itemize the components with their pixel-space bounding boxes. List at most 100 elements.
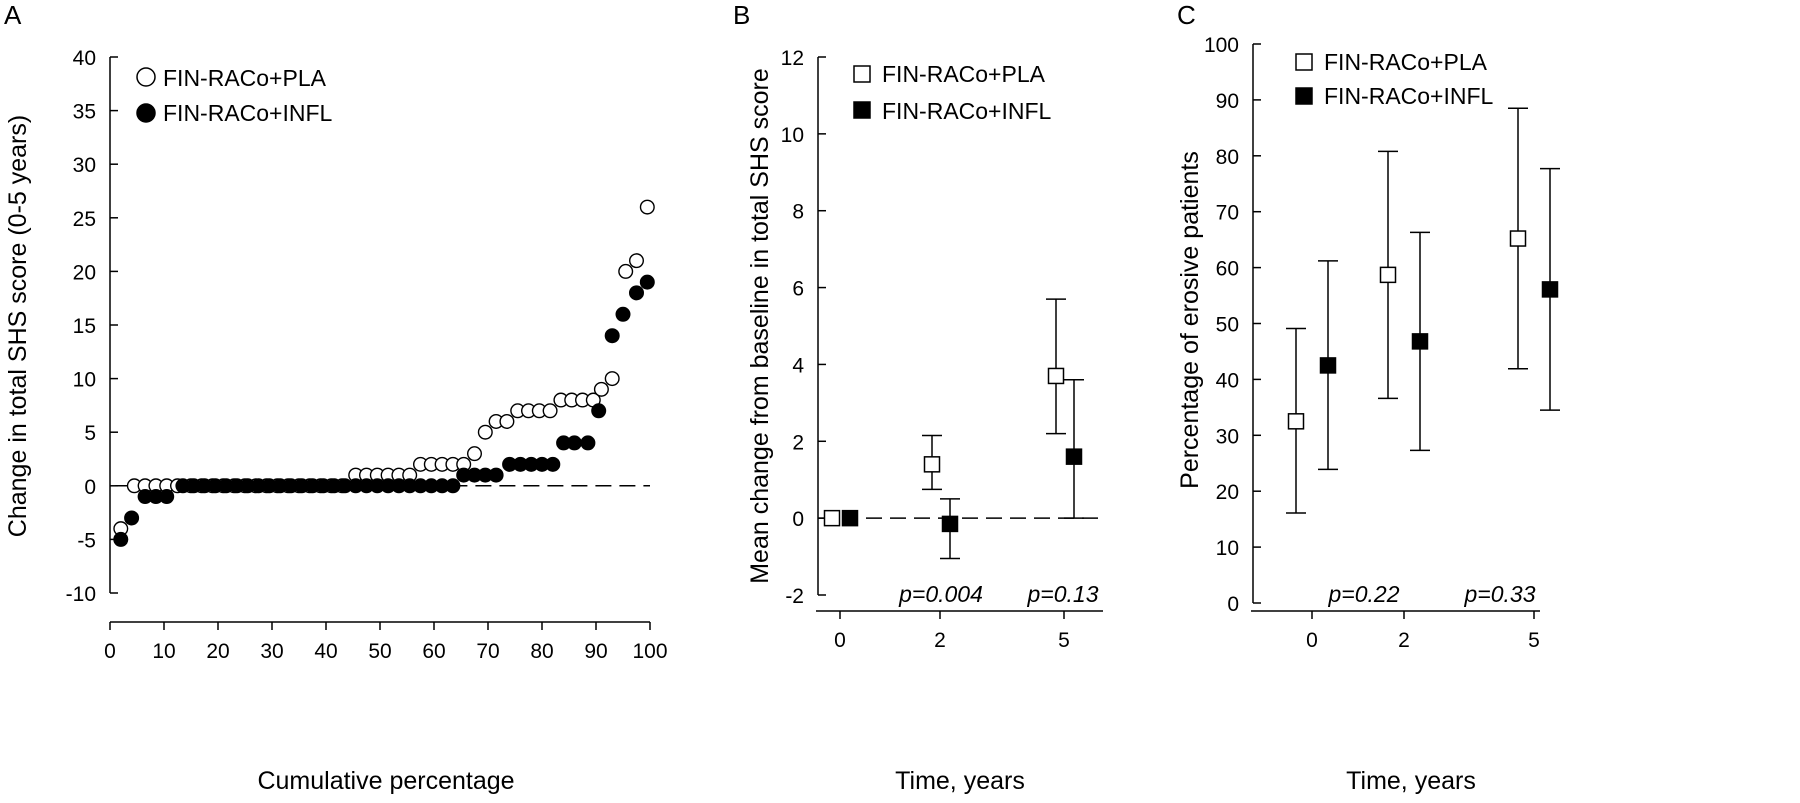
pla-data-point	[542, 403, 558, 419]
panel-a-y-tick-label: 30	[73, 154, 96, 177]
panel-a-x-tick-label: 10	[152, 640, 175, 663]
panel-c-y-tick-label: 70	[1216, 202, 1239, 225]
panel-b-x-tick-label: 5	[1058, 629, 1070, 652]
panel-a-y-tick-label: 5	[84, 422, 96, 445]
pla-data-point	[604, 371, 620, 387]
panel-c-y-tick-label: 100	[1204, 34, 1239, 57]
panel-c-y-tick-label: 30	[1216, 425, 1239, 448]
panel-b-y-tick-label: 4	[792, 354, 804, 377]
panel-b-ylabel: Mean change from baseline in total SHS s…	[746, 68, 774, 584]
panel-c-x-tick-label: 0	[1306, 629, 1318, 652]
panel-a-y-tick-label: 15	[73, 315, 96, 338]
panel-a-y-tick-label: 25	[73, 208, 96, 231]
panel-a-x-tick-label: 60	[422, 640, 445, 663]
panel-a-x-tick-label: 0	[104, 640, 116, 663]
panel-a-legend-label-infl: FIN-RACo+INFL	[163, 100, 333, 126]
legend-open-square-marker	[853, 65, 871, 83]
infl-mean-marker	[1411, 333, 1429, 350]
panel-b-pvalue-5: p=0.13	[1027, 581, 1099, 607]
panel-b-legend: FIN-RACo+PLA FIN-RACo+INFL	[853, 61, 1052, 124]
panel-b-y-tick-label: 10	[781, 124, 804, 147]
infl-data-point	[159, 489, 175, 505]
panel-c-xlabel: Time, years	[1346, 767, 1476, 795]
infl-data-point	[629, 285, 645, 301]
infl-data-point	[113, 531, 129, 547]
panel-c-y-tick-label: 0	[1227, 593, 1239, 616]
pla-mean-marker	[1509, 230, 1527, 247]
panel-a-x-tick-label: 90	[584, 640, 607, 663]
pla-mean-marker	[823, 509, 841, 527]
panel-c-x-tick-label: 5	[1528, 629, 1540, 652]
pla-data-point	[593, 381, 609, 397]
panel-c-y-tick-label: 90	[1216, 90, 1239, 113]
legend-open-square-marker	[1295, 53, 1313, 71]
legend-open-circle-marker	[136, 67, 156, 87]
panel-a-y-tick-label: 35	[73, 101, 96, 124]
infl-mean-marker	[1065, 448, 1083, 465]
panel-a-x-tick-label: 80	[530, 640, 553, 663]
pla-data-point	[499, 413, 515, 429]
panel-b-x-tick-label: 2	[934, 629, 946, 652]
pla-data-point	[618, 263, 634, 279]
infl-data-point	[591, 403, 607, 419]
panel-a-y-tick-label: -5	[77, 529, 96, 552]
panel-a-y-tick-label: -10	[66, 583, 96, 606]
infl-data-point	[488, 467, 504, 483]
panel-c-legend: FIN-RACo+PLA FIN-RACo+INFL	[1295, 49, 1494, 109]
panel-b-letter: B	[733, 0, 750, 30]
infl-data-point	[580, 435, 596, 451]
infl-data-point	[566, 435, 582, 451]
panel-c-y-tick-label: 80	[1216, 146, 1239, 169]
panel-b-pvalue-2: p=0.004	[898, 581, 983, 607]
pla-mean-marker	[923, 456, 941, 473]
panel-a-y-tick-label: 40	[73, 47, 96, 70]
pla-data-point	[477, 424, 493, 440]
panel-c-legend-label-pla: FIN-RACo+PLA	[1324, 49, 1488, 75]
panel-a-x-tick-label: 70	[476, 640, 499, 663]
panel-a-legend-label-pla: FIN-RACo+PLA	[163, 65, 327, 91]
panel-a-x-tick-label: 40	[314, 640, 337, 663]
panel-c-y-tick-label: 50	[1216, 314, 1239, 337]
panel-b-y-tick-label: 2	[792, 431, 804, 454]
infl-data-point	[615, 306, 631, 322]
pla-mean-marker	[1047, 367, 1065, 385]
panel-a-x-tick-label: 100	[632, 640, 667, 663]
panel-c-pvalue-5: p=0.33	[1464, 581, 1536, 607]
panel-a-x-tick-label: 20	[206, 640, 229, 663]
pla-data-point	[467, 446, 483, 462]
infl-mean-marker	[1541, 281, 1559, 298]
infl-data-point	[604, 328, 620, 344]
panel-a-legend: FIN-RACo+PLA FIN-RACo+INFL	[136, 65, 333, 126]
panel-c-ylabel: Percentage of erosive patients	[1176, 151, 1204, 489]
pla-data-point	[629, 253, 645, 269]
panel-c-y-tick-label: 10	[1216, 537, 1239, 560]
infl-data-point	[545, 456, 561, 472]
panel-b-y-tick-label: 6	[792, 278, 804, 301]
panel-c-legend-label-infl: FIN-RACo+INFL	[1324, 83, 1494, 109]
panel-b-legend-label-infl: FIN-RACo+INFL	[882, 98, 1052, 124]
panel-b-x-tick-label: 0	[834, 629, 846, 652]
infl-mean-marker	[1319, 357, 1337, 374]
panel-b-legend-label-pla: FIN-RACo+PLA	[882, 61, 1046, 87]
legend-filled-square-marker	[853, 101, 871, 119]
panel-c-x-tick-label: 2	[1398, 629, 1410, 652]
infl-data-point	[124, 510, 140, 526]
panel-c-y-tick-label: 60	[1216, 258, 1239, 281]
panel-a-x-tick-label: 30	[260, 640, 283, 663]
infl-data-point	[445, 478, 461, 494]
legend-filled-circle-marker	[136, 103, 156, 123]
panel-a-xlabel: Cumulative percentage	[257, 767, 514, 795]
panel-c-letter: C	[1177, 0, 1196, 30]
pla-mean-marker	[1379, 266, 1397, 284]
panel-a-letter: A	[4, 0, 22, 30]
panel-b-xlabel: Time, years	[895, 767, 1025, 795]
panel-b-y-tick-label: 0	[792, 508, 804, 531]
panel-a-ylabel: Change in total SHS score (0-5 years)	[4, 115, 32, 537]
panel-a-y-tick-label: 20	[73, 261, 96, 284]
panel-c-y-tick-label: 40	[1216, 369, 1239, 392]
legend-filled-square-marker	[1295, 87, 1313, 105]
infl-mean-marker	[941, 515, 959, 533]
panel-a-y-tick-label: 0	[84, 476, 96, 499]
